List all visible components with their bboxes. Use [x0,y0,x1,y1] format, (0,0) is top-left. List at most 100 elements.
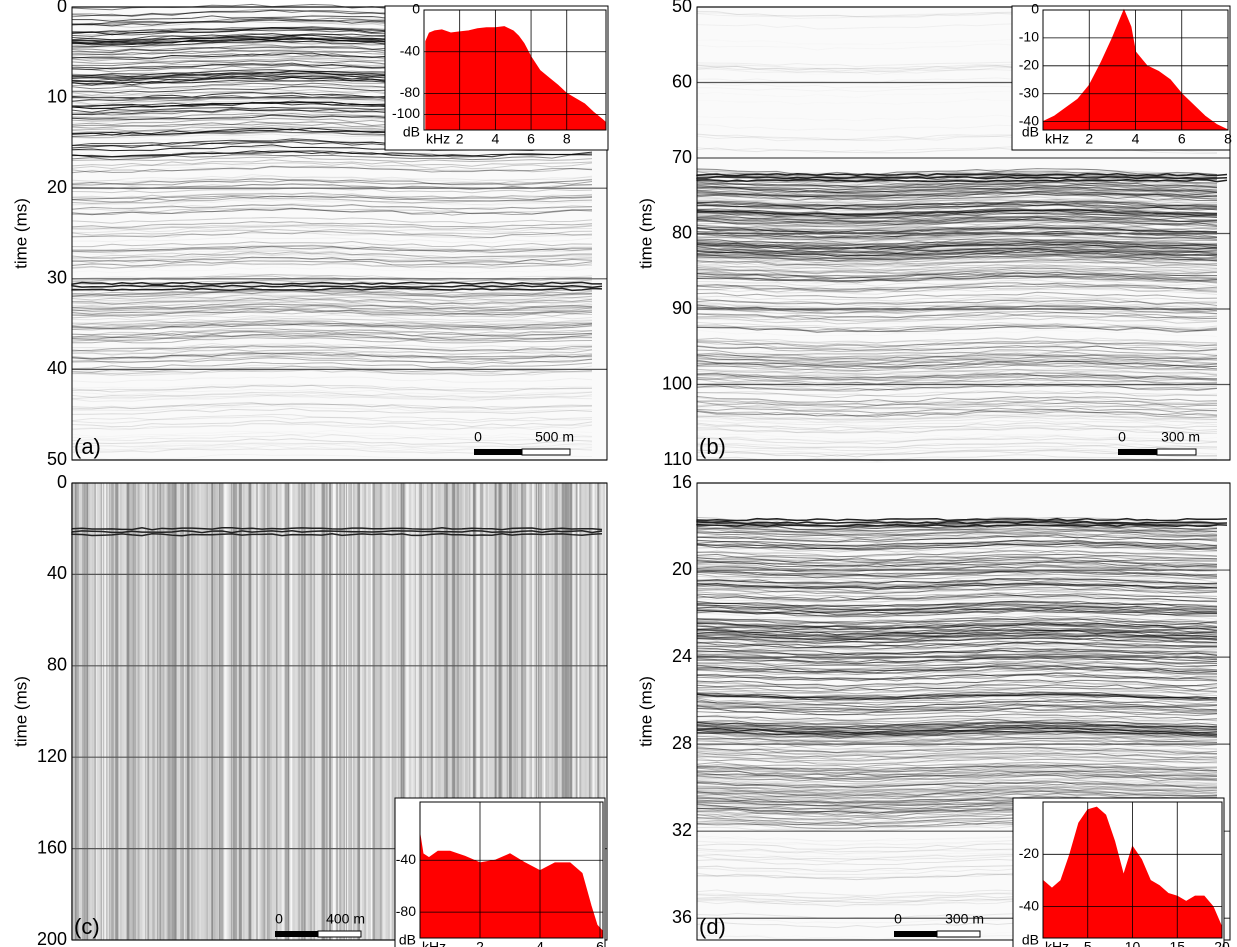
texture [71,321,593,329]
texture [696,731,1218,740]
texture [696,369,1218,376]
texture [696,226,1218,234]
texture [696,254,1218,263]
texture [71,177,593,186]
texture [696,588,1218,595]
texture [696,231,1218,239]
texture [696,729,1218,736]
texture [696,531,1218,539]
inset-x-tick-label: 4 [536,939,544,947]
texture [696,782,1218,789]
texture [696,325,1218,333]
texture [696,307,1218,315]
texture [71,327,593,336]
texture [696,699,1218,706]
texture [696,202,1218,211]
texture [696,201,1218,209]
reflector [71,287,603,292]
texture [696,607,1218,616]
texture [71,303,593,311]
texture [696,534,1218,543]
texture [696,637,1218,645]
scale-bar-label: 0 [1118,429,1126,445]
texture [696,754,1218,762]
texture [696,746,1218,754]
texture [696,372,1218,381]
texture [71,333,593,340]
texture [696,621,1218,629]
texture [71,250,593,258]
texture [696,308,1218,315]
texture [696,377,1218,386]
y-tick-label: 10 [47,86,67,106]
texture [696,539,1218,548]
texture [696,774,1218,783]
texture [696,304,1218,311]
panel-frame [71,482,608,941]
texture [696,227,1218,235]
texture [71,244,593,251]
inset-frame [423,9,607,131]
y-tick-label: 0 [57,472,67,492]
y-tick-label: 16 [672,472,692,492]
texture [696,374,1218,382]
inset-frame [1042,9,1229,131]
texture [696,285,1218,292]
texture [696,766,1218,774]
texture [696,637,1218,644]
texture [71,279,593,287]
texture [696,274,1218,282]
y-tick-label: 50 [672,0,692,16]
texture [696,204,1218,212]
texture [696,559,1218,566]
texture [696,275,1218,283]
texture [696,689,1218,697]
texture [696,243,1218,250]
inset-y-tick-label: -40 [1019,112,1039,128]
texture [696,761,1218,768]
texture [696,360,1218,368]
texture [696,202,1218,210]
texture [71,333,593,341]
texture [696,372,1218,380]
texture [696,723,1218,730]
texture [696,314,1218,321]
texture [71,402,593,410]
texture [696,218,1218,226]
inset-y-unit: dB [403,124,420,140]
texture [71,154,593,161]
texture [696,596,1218,603]
texture [71,353,593,361]
texture [696,633,1218,641]
y-tick-label: 90 [672,298,692,318]
scale-bar-label: 0 [894,911,902,927]
texture [696,737,1218,745]
texture [696,718,1218,726]
texture [696,634,1218,641]
texture [696,729,1218,737]
texture [696,441,1218,449]
texture [71,251,593,259]
texture [71,224,593,230]
texture [696,215,1218,223]
texture [696,184,1218,192]
texture [696,224,1218,232]
texture [71,422,593,431]
texture [71,217,593,224]
panel-label: (a) [74,434,101,459]
texture [696,636,1218,644]
texture [696,302,1218,309]
texture [696,636,1218,645]
texture [696,779,1218,787]
texture [696,250,1218,257]
texture [696,787,1218,795]
texture [696,364,1218,372]
texture [71,308,593,316]
texture [71,308,593,316]
texture [696,294,1218,303]
texture [71,165,593,174]
texture [71,232,593,240]
texture [696,186,1218,193]
y-tick-label: 50 [47,449,67,469]
scale-bar-label: 500 m [535,429,574,445]
